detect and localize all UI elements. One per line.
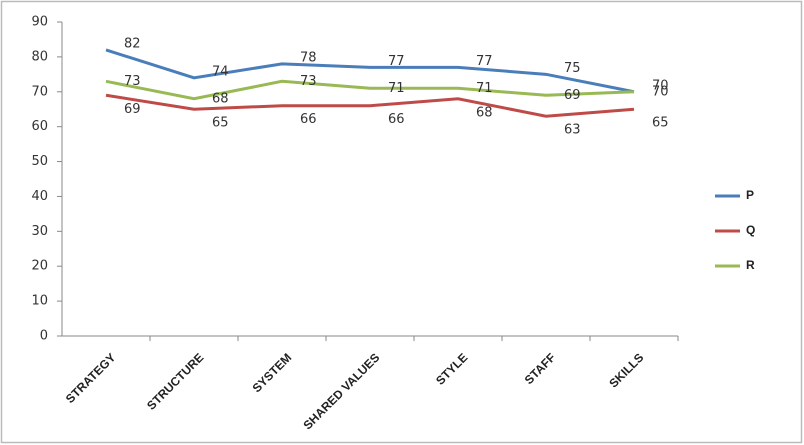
- data-label: 77: [476, 54, 493, 69]
- data-label: 68: [212, 91, 229, 106]
- data-label: 63: [564, 123, 581, 138]
- data-label: 69: [124, 102, 141, 117]
- data-label: 73: [300, 74, 317, 89]
- data-label: 66: [388, 112, 405, 127]
- data-label: 65: [652, 116, 669, 131]
- y-tick-label: 60: [31, 119, 48, 134]
- y-tick-label: 70: [31, 84, 48, 99]
- data-label: 66: [300, 112, 317, 127]
- data-label: 71: [476, 81, 493, 96]
- y-tick-label: 50: [31, 154, 48, 169]
- y-tick-label: 20: [31, 259, 48, 274]
- data-label: 70: [652, 78, 669, 93]
- data-label: 75: [564, 61, 581, 76]
- data-label: 74: [212, 64, 229, 79]
- y-tick-label: 30: [31, 224, 48, 239]
- data-label: 65: [212, 116, 229, 131]
- legend-label: P: [746, 188, 754, 202]
- y-tick-label: 40: [31, 189, 48, 204]
- legend-label: R: [746, 258, 755, 272]
- y-tick-label: 90: [31, 15, 48, 30]
- data-label: 77: [388, 54, 405, 69]
- series-line: [105, 79, 635, 101]
- legend-label: Q: [746, 223, 755, 237]
- y-tick-label: 10: [31, 294, 48, 309]
- data-label: 73: [124, 74, 141, 89]
- y-tick-label: 80: [31, 49, 48, 64]
- series-line: [105, 48, 635, 94]
- data-label: 71: [388, 81, 405, 96]
- data-label: 69: [564, 88, 581, 103]
- data-label: 78: [300, 50, 317, 65]
- data-label: 70: [652, 84, 669, 99]
- series-line: [105, 93, 635, 118]
- data-label: 68: [476, 105, 493, 120]
- data-label: 82: [124, 36, 141, 51]
- y-tick-label: 0: [40, 329, 48, 344]
